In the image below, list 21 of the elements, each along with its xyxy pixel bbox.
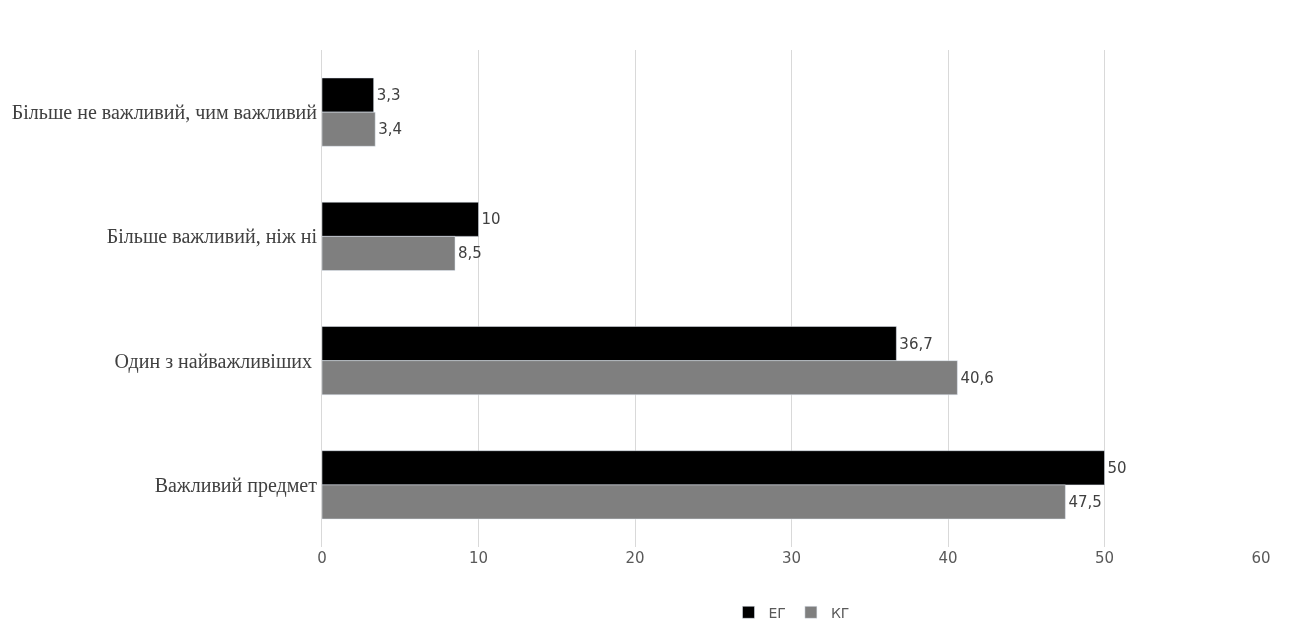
legend-label: ЕГ [768, 604, 786, 621]
data-label: 10 [481, 210, 501, 229]
data-label: 3,3 [376, 86, 401, 105]
x-tick-label: 30 [781, 549, 802, 567]
data-label: 47,5 [1068, 492, 1102, 511]
data-label: 8,5 [458, 244, 482, 263]
y-tick-label: Важливий предмет [154, 473, 318, 497]
x-tick-label: 50 [1094, 549, 1115, 567]
legend-label: КГ [830, 604, 850, 621]
x-tick-label: 0 [317, 549, 327, 567]
data-label: 50 [1107, 458, 1127, 477]
y-tick-label: Більше не важливий, чим важливий [11, 101, 318, 124]
y-tick-label: Більше важливий, ніж ні [106, 225, 318, 248]
data-label: 3,4 [378, 120, 403, 139]
x-tick-label: 60 [1251, 549, 1271, 567]
x-tick-label: 20 [625, 549, 645, 567]
data-label: 40,6 [960, 368, 994, 387]
x-tick-label: 10 [468, 549, 489, 567]
x-tick-label: 40 [938, 549, 958, 567]
y-tick-label: Один з найважливіших [114, 349, 317, 373]
data-label: 36,7 [899, 334, 933, 353]
